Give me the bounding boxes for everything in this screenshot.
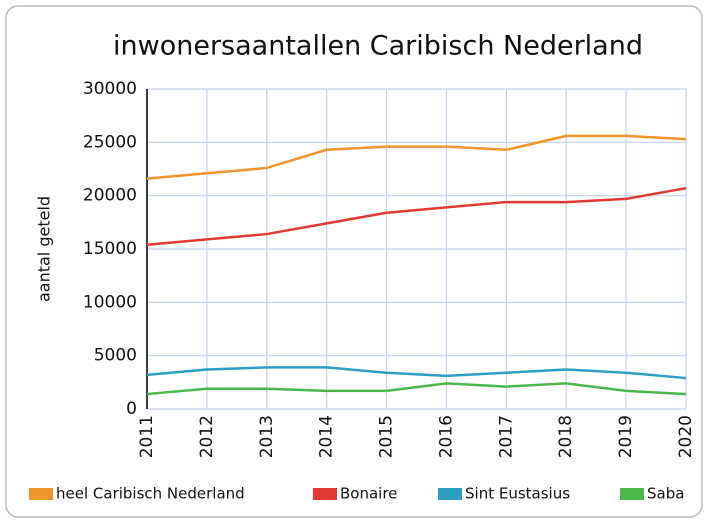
legend-label: Sint Eustasius xyxy=(465,485,570,503)
y-axis-label: aantal geteld xyxy=(35,196,54,302)
series-line xyxy=(146,382,687,396)
y-tick-label: 15000 xyxy=(83,239,137,259)
x-tick-label: 2016 xyxy=(436,415,456,458)
legend-swatch xyxy=(313,488,337,500)
y-tick-label: 10000 xyxy=(83,292,137,312)
legend-swatch xyxy=(29,488,53,500)
series-line xyxy=(146,134,687,180)
x-tick-label: 2020 xyxy=(676,415,696,458)
x-tick-label: 2019 xyxy=(616,415,636,458)
y-tick-label: 0 xyxy=(126,399,137,419)
legend-label: Bonaire xyxy=(340,485,397,503)
x-tick-label: 2012 xyxy=(197,415,217,458)
x-tick-label: 2014 xyxy=(317,415,337,458)
y-tick-label: 25000 xyxy=(83,132,137,152)
card xyxy=(5,5,703,518)
legend-swatch xyxy=(438,488,462,500)
x-tick-label: 2015 xyxy=(377,415,397,458)
y-tick-label: 5000 xyxy=(94,346,137,366)
x-tick-label: 2018 xyxy=(556,415,576,458)
legend-label: Saba xyxy=(647,485,684,503)
x-tick-label: 2013 xyxy=(257,415,277,458)
y-tick-label: 20000 xyxy=(83,186,137,206)
y-tick-label: 30000 xyxy=(83,79,137,99)
chart-title: inwonersaantallen Caribisch Nederland xyxy=(113,31,643,62)
legend-label: heel Caribisch Nederland xyxy=(56,485,245,503)
series-line xyxy=(146,366,687,380)
legend-swatch xyxy=(620,488,644,500)
x-tick-label: 2011 xyxy=(137,415,157,458)
x-tick-label: 2017 xyxy=(496,415,516,458)
series-line xyxy=(146,186,687,246)
